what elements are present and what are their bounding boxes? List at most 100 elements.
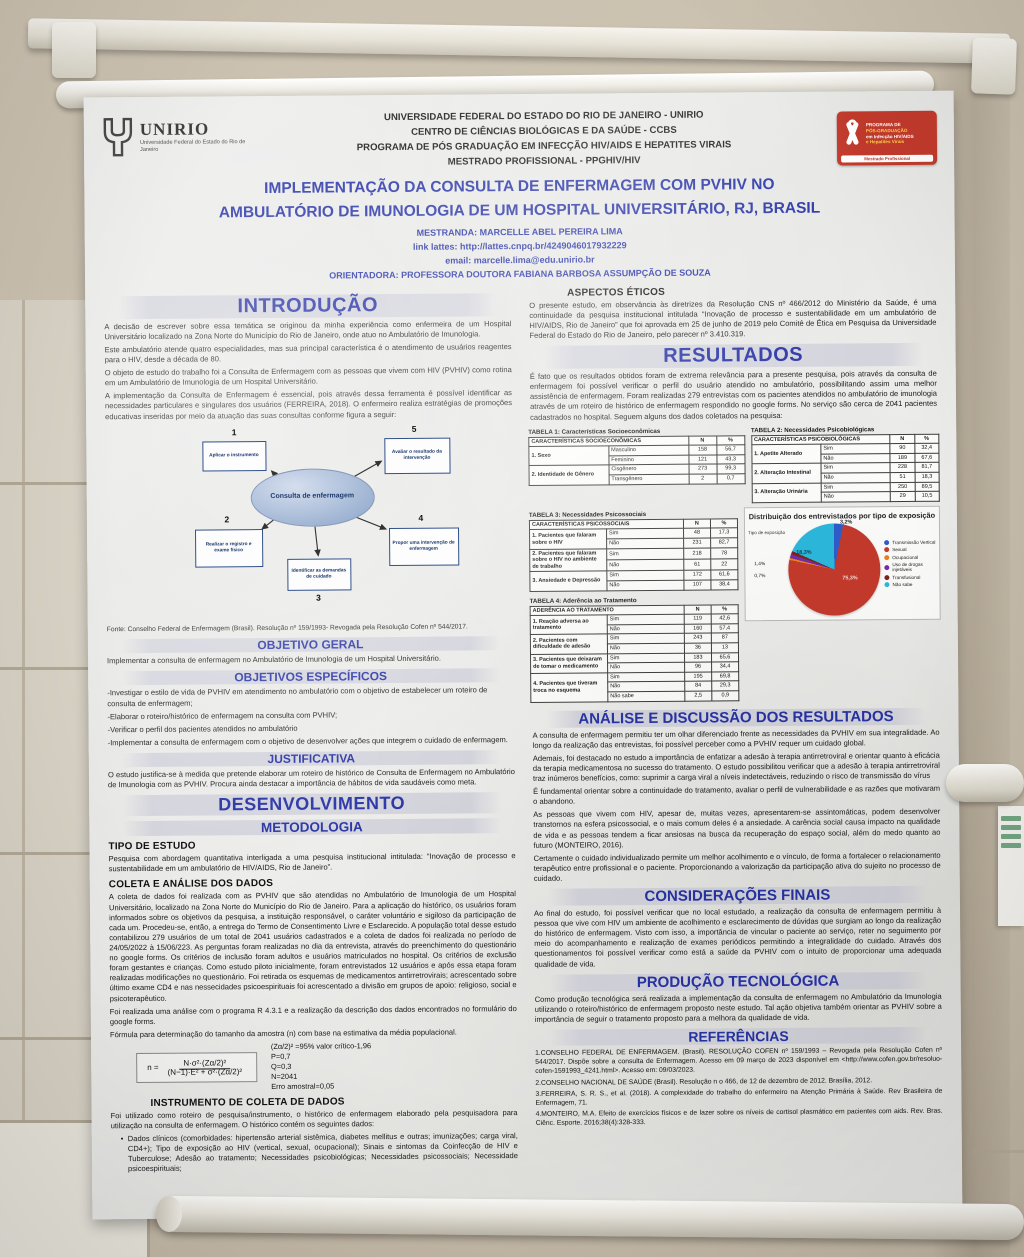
objetivo-especifico-item: -Implementar a consulta de enfermagem co… — [107, 735, 508, 748]
table-socioeconomicas: CARACTERÍSTICAS SOCIOECONÔMICAS N% 1. Sexo… — [528, 434, 746, 486]
diagram-node-4: Propor uma intervenção de enfermagem — [388, 527, 459, 566]
diagram-source-caption: Fonte: Conselho Federal de Enfermagem (B… — [106, 623, 468, 633]
tile-grout-line — [952, 1150, 1024, 1153]
formula-denominator: (N−1)·E² + σ²·(Zα/2)² — [167, 1067, 243, 1077]
diagram-step-number: 3 — [316, 592, 321, 603]
objetivo-geral-text: Implementar a consulta de enfermagem no … — [107, 654, 441, 666]
program-logo-line: e Hepatites Virais — [865, 139, 905, 145]
intro-paragraph-2: Este ambulatório atende quatro especiali… — [104, 341, 512, 365]
left-column: INTRODUÇÃO A decisão de escrever sobre e… — [102, 288, 520, 1178]
sample-size-formula: n = N·σ²·(Zα/2)² (N−1)·E² + σ²·(Zα/2)² (… — [136, 1040, 519, 1093]
aspectos-eticos-heading: ASPECTOS ÉTICOS — [567, 286, 666, 299]
objetivo-geral-heading: OBJETIVO GERAL — [121, 636, 500, 654]
justificativa-text: O estudo justifica-se à medida que prete… — [107, 767, 515, 790]
rail-bracket-right — [971, 37, 1017, 95]
diagram-step-number: 4 — [418, 512, 424, 523]
coleta-paragraph-1: A coleta de dados foi realizada com as P… — [108, 889, 517, 1003]
reference-item: 3.FERREIRA, S. R. S., et al. (2018). A c… — [535, 1087, 943, 1107]
program-logo-badge: Mestrado Profissional — [841, 154, 934, 163]
coleta-paragraph-3: Fórmula para determinação do tamanho da … — [109, 1027, 457, 1040]
analise-paragraph-2: Ademais, foi destacado no estudo a impor… — [532, 750, 940, 783]
resultados-text: É fato que os resultados obtidos foram d… — [529, 368, 938, 422]
formula-parameter: Erro amostral=0,05 — [271, 1081, 335, 1091]
poster-header: UNIRIO Universidade Federal do Estado do… — [101, 103, 938, 173]
desenvolvimento-heading: DESENVOLVIMENTO — [122, 792, 501, 817]
metodologia-heading: METODOLOGIA — [122, 818, 501, 837]
aspectos-eticos-text: O presente estudo, em observância às dir… — [529, 297, 937, 340]
program-logo-text: PROGRAMA DE PÓS-GRADUAÇÃO em Infecção HI… — [866, 121, 914, 145]
institution-lines: UNIVERSIDADE FEDERAL DO ESTADO DO RIO DE… — [259, 104, 829, 172]
program-logo-line: em Infecção HIV/AIDS — [865, 133, 914, 139]
coleta-heading: COLETA E ANÁLISE DOS DADOS — [108, 878, 274, 891]
justificativa-heading: JUSTIFICATIVA — [122, 750, 501, 768]
pie-slice-label: 18,3% — [796, 550, 812, 557]
author-block: MESTRANDA: MARCELLE ABEL PEREIRA LIMA li… — [102, 223, 938, 285]
formula-box: n = N·σ²·(Zα/2)² (N−1)·E² + σ²·(Zα/2)² — [136, 1052, 258, 1084]
reference-item: 2.CONSELHO NACIONAL DE SAÚDE (Brasil). R… — [535, 1076, 873, 1087]
research-poster: UNIRIO Universidade Federal do Estado do… — [83, 90, 963, 1220]
instrumento-heading: INSTRUMENTO DE COLETA DE DADOS — [150, 1096, 345, 1109]
pie-annotations: Tipo de exposição 1,4% 0,7% — [748, 524, 789, 616]
consideracoes-heading: CONSIDERAÇÕES FINAIS — [548, 885, 927, 906]
reference-item: 4.MONTEIRO, M.A. Efeito de exercícios fí… — [535, 1107, 943, 1128]
diagram-node-5: Avaliar o resultado da intervenção — [383, 437, 451, 474]
intro-paragraph-4: A implementação da Consulta de Enfermage… — [104, 388, 513, 421]
program-logo: PROGRAMA DE PÓS-GRADUAÇÃO em Infecção HI… — [836, 110, 938, 166]
analise-heading: ANÁLISE E DISCUSSÃO DOS RESULTADOS — [546, 707, 926, 728]
tipo-de-estudo-heading: TIPO DE ESTUDO — [108, 840, 196, 853]
intro-paragraph-3: O objeto de estudo do trabalho foi a Con… — [104, 365, 512, 388]
coleta-paragraph-2: Foi realizada uma análise com o programa… — [109, 1003, 517, 1027]
unirio-logo: UNIRIO Universidade Federal do Estado do… — [101, 108, 251, 157]
neighbor-poster-rod — [946, 764, 1024, 802]
institution-line: MESTRADO PROFISSIONAL - PPGHIV/HIV — [447, 154, 641, 168]
reference-item: 1.CONSELHO FEDERAL DE ENFERMAGEM. (Brasi… — [535, 1046, 943, 1076]
intro-paragraph-1: A decisão de escrever sobre essa temátic… — [104, 318, 512, 342]
objetivo-especifico-item: -Verificar o perfil dos pacientes atendi… — [107, 723, 298, 735]
formula-parameters: (Zα/2)² =95% valor crítico-1,96 P=0,7 Q=… — [271, 1041, 372, 1092]
producao-text: Como produção tecnológica será realizada… — [534, 991, 942, 1024]
diagram-node-2: Realizar o registro e exame físico — [194, 528, 263, 568]
resultados-heading: RESULTADOS — [544, 342, 923, 369]
pie-small-label: 0,7% — [754, 574, 766, 580]
poster-title: IMPLEMENTAÇÃO DA CONSULTA DE ENFERMAGEM … — [101, 172, 937, 225]
table-psicobiologicas: CARACTERÍSTICAS PSICOBIOLÓGICAS N% 1. Apet… — [750, 433, 940, 504]
diagram-node-1: Aplicar o instrumento — [201, 440, 267, 472]
program-logo-line: PROGRAMA DE — [865, 121, 901, 127]
awareness-ribbon-icon — [841, 118, 863, 149]
right-column: ASPECTOS ÉTICOS O presente estudo, em ob… — [527, 284, 945, 1174]
pie-note: Tipo de exposição — [748, 530, 786, 536]
diagram-step-number: 5 — [411, 423, 417, 434]
formula-lhs: n = — [147, 1063, 159, 1073]
producao-heading: PRODUÇÃO TECNOLÓGICA — [548, 971, 928, 992]
instrumento-bullet-item: Dados clínicos (comorbidades: hipertensã… — [119, 1131, 518, 1175]
neighbor-poster-edge — [998, 806, 1024, 926]
analise-paragraph-1: A consulta de enfermagem permitiu ter um… — [532, 727, 940, 750]
pie-chart-card: Distribuição dos entrevistados por tipo … — [743, 505, 941, 622]
pie-small-label: 1,4% — [754, 562, 766, 568]
program-logo-line: PÓS-GRADUAÇÃO — [865, 127, 908, 133]
referencias-heading: REFERÊNCIAS — [549, 1026, 928, 1046]
pie-slice-label: 3,2% — [839, 519, 853, 526]
unirio-wordmark: UNIRIO — [139, 119, 210, 140]
nursing-consultation-diagram: 1 Aplicar o instrumento 5 Avaliar o resu… — [138, 423, 482, 622]
formula-parameter: (Zα/2)² =95% valor crítico-1,96 — [270, 1041, 372, 1051]
pie-legend: Transmissão Vertical Sexual Ocupacional Uso… — [880, 523, 937, 615]
pie-slice-label: 75,3% — [842, 575, 858, 582]
diagram-center-ellipse: Consulta de enfermagem — [250, 467, 375, 527]
table-aderencia: ADERÊNCIA AO TRATAMENTO N% 1. Reação adver… — [529, 603, 740, 703]
instrumento-text: Foi utilizado como roteiro de pesquisa/i… — [110, 1107, 518, 1131]
pie-chart — [787, 523, 881, 617]
objetivo-especifico-item: -Elaborar o roteiro/histórico de enferma… — [107, 710, 338, 721]
rail-bracket-left — [52, 22, 96, 78]
tile-grout-line — [22, 300, 25, 1257]
diagram-step-number: 1 — [231, 426, 237, 437]
analise-paragraph-4: As pessoas que vivem com HIV, apesar de,… — [533, 807, 941, 850]
consideracoes-text: Ao final do estudo, foi possível verific… — [533, 905, 942, 969]
unirio-subtitle: Universidade Federal do Estado do Rio de… — [139, 139, 246, 153]
table-psicossociais: CARACTERÍSTICAS PSICOSSOCIAIS N% 1. Pacien… — [528, 518, 739, 592]
diagram-step-number: 2 — [224, 513, 230, 525]
intro-heading: INTRODUÇÃO — [118, 292, 497, 319]
tipo-de-estudo-text: Pesquisa com abordagem quantitativa inte… — [108, 851, 516, 874]
analise-paragraph-5: Certamente o cuidado individualizado per… — [533, 850, 941, 883]
analise-paragraph-3: É fundamental orientar sobre a continuid… — [533, 783, 941, 807]
